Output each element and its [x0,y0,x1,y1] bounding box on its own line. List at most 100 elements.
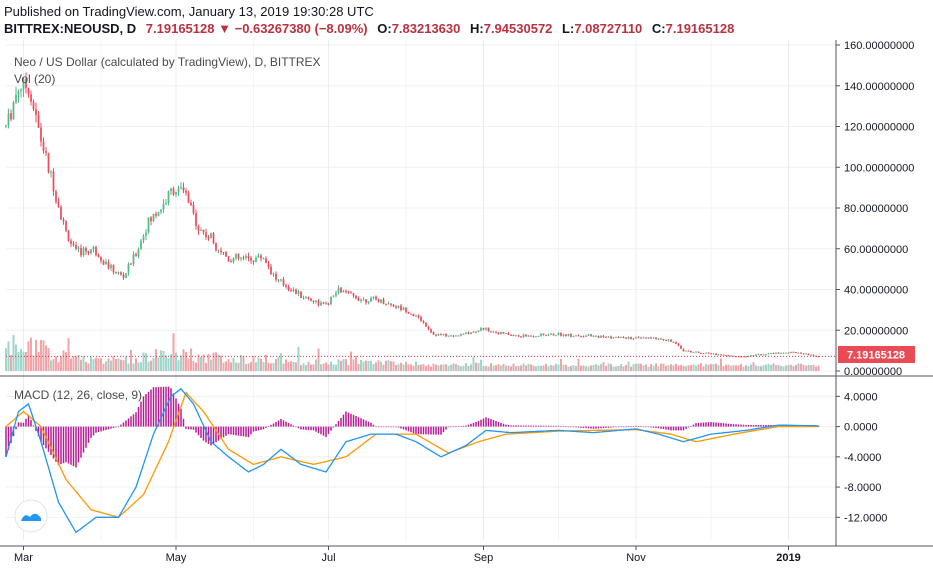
volume-bar [730,365,732,371]
candle-body [527,335,530,337]
candle-body [765,354,767,356]
macd-pane [5,386,820,534]
macd-histogram-bar [417,426,420,435]
candle-body [297,291,300,294]
volume-bar [260,358,262,371]
candle-body [47,152,50,173]
volume-bar [557,364,560,371]
volume-bar [550,364,552,371]
macd-histogram-bar [65,426,67,463]
volume-bar [637,363,640,371]
candle-body [130,263,132,265]
candle-body [747,356,750,358]
candle-body [470,332,472,334]
volume-bar [172,333,175,371]
candle-body [755,354,757,356]
price-tick-label: 100.00000000 [844,162,914,174]
candle-body [570,334,572,337]
volume-bar [375,362,377,371]
macd-histogram-bar [100,426,102,432]
macd-histogram-bar [650,426,652,428]
candle-body [442,334,445,336]
macd-histogram-bar [415,426,417,435]
volume-bar [330,361,332,371]
candle-body [580,335,582,337]
tradingview-logo-icon[interactable] [14,499,48,533]
volume-bar [117,358,120,371]
macd-histogram-bar [290,424,292,427]
date-tick-label: May [166,552,187,564]
candle-body [685,350,687,352]
volume-bar [712,363,715,371]
candle-body [577,335,580,337]
candle-body [727,355,730,357]
macd-histogram-bar [527,425,530,427]
macd-histogram-bar [632,426,635,427]
macd-histogram-bar [350,413,352,427]
macd-histogram-bar [277,420,280,427]
volume-bar [30,337,32,371]
volume-bar [72,356,75,371]
candle-body [502,332,505,334]
open-value: 7.83213630 [391,21,461,36]
macd-histogram-bar [35,426,37,431]
volume-bar [222,362,225,371]
candle-body [585,335,587,337]
macd-histogram-bar [360,418,362,427]
macd-histogram-bar [412,426,415,434]
volume-bar [237,362,240,371]
candle-body [230,261,232,263]
candle-body [552,333,555,336]
candle-body [257,255,260,258]
macd-histogram-bar [727,423,730,427]
candle-body [400,305,402,310]
volume-bar [225,361,227,371]
volume-bar [285,359,287,371]
macd-histogram-bar [555,425,557,427]
date-tick-label: Mar [14,552,33,564]
candle-body [310,298,312,301]
macd-histogram-bar [95,426,97,433]
volume-bar [42,340,45,371]
volume-bar [192,361,195,371]
volume-bar [565,364,567,371]
volume-bar [155,349,157,371]
volume-bar [130,349,132,371]
macd-histogram-bar [357,417,360,427]
volume-bar [17,351,20,371]
volume-bar [50,360,52,371]
volume-bar [105,361,107,371]
macd-histogram-bar [490,419,492,427]
macd-histogram-bar [475,421,477,427]
macd-histogram-bar [592,426,595,429]
candle-body [472,331,475,333]
candle-body [557,332,560,336]
chart-background [0,40,933,578]
candle-body [630,336,632,340]
candle-body [647,337,650,339]
candle-body [690,351,692,353]
macd-histogram-bar [30,420,32,427]
candle-body [177,188,180,193]
volume-bar [347,365,350,371]
candle-body [475,331,477,333]
candle-body [440,334,442,336]
volume-legend: Vol (20) [14,72,55,86]
macd-histogram-bar [450,426,452,428]
volume-bar [97,358,100,371]
volume-bar [240,355,242,371]
macd-histogram-bar [722,423,725,427]
macd-histogram-bar [512,425,515,427]
candle-body [155,213,157,216]
macd-histogram-bar [125,420,127,427]
volume-bar [617,366,620,371]
volume-bar [517,365,520,371]
close-value: 7.19165128 [665,21,735,36]
volume-bar [470,364,472,371]
candle-body [232,258,235,262]
volume-bar [600,364,602,371]
macd-histogram-bar [170,388,172,427]
candle-body [22,79,25,90]
candle-body [247,256,250,259]
chart-canvas[interactable]: 0.00000000 20.00000000 40.00000000 60.00000… [0,40,933,578]
